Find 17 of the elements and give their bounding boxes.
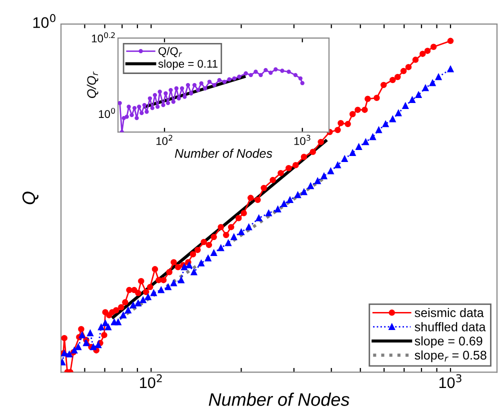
- x-tick-label: 10$^{2}$: [140, 374, 162, 388]
- x-tick-label: 10$^{2}$: [156, 134, 172, 146]
- legend-label: seismic data: [414, 308, 484, 318]
- x-tick-label: 10$^{3}$: [294, 134, 310, 146]
- x-axis-title: Number of Nodes: [208, 392, 350, 406]
- legend-label: Q/Q$_{r}$: [158, 46, 182, 58]
- legend-label: shuffled data: [414, 322, 486, 332]
- annotation: 10$^{0.2}$: [92, 32, 115, 42]
- y-axis-title: Q: [22, 192, 38, 204]
- legend-label: slope$_{r}$ = 0.58: [414, 350, 486, 362]
- x-axis-title: Number of Nodes: [174, 148, 272, 158]
- y-axis-title: Q/Q$_{r}$: [86, 71, 98, 98]
- annotation: 10$^{0}$: [98, 108, 116, 118]
- text: 10$^{0}$: [33, 14, 56, 28]
- legend-label: slope = 0.11: [158, 60, 218, 70]
- legend-label: slope = 0.69: [414, 336, 482, 348]
- x-tick-label: 10$^{3}$: [439, 374, 462, 388]
